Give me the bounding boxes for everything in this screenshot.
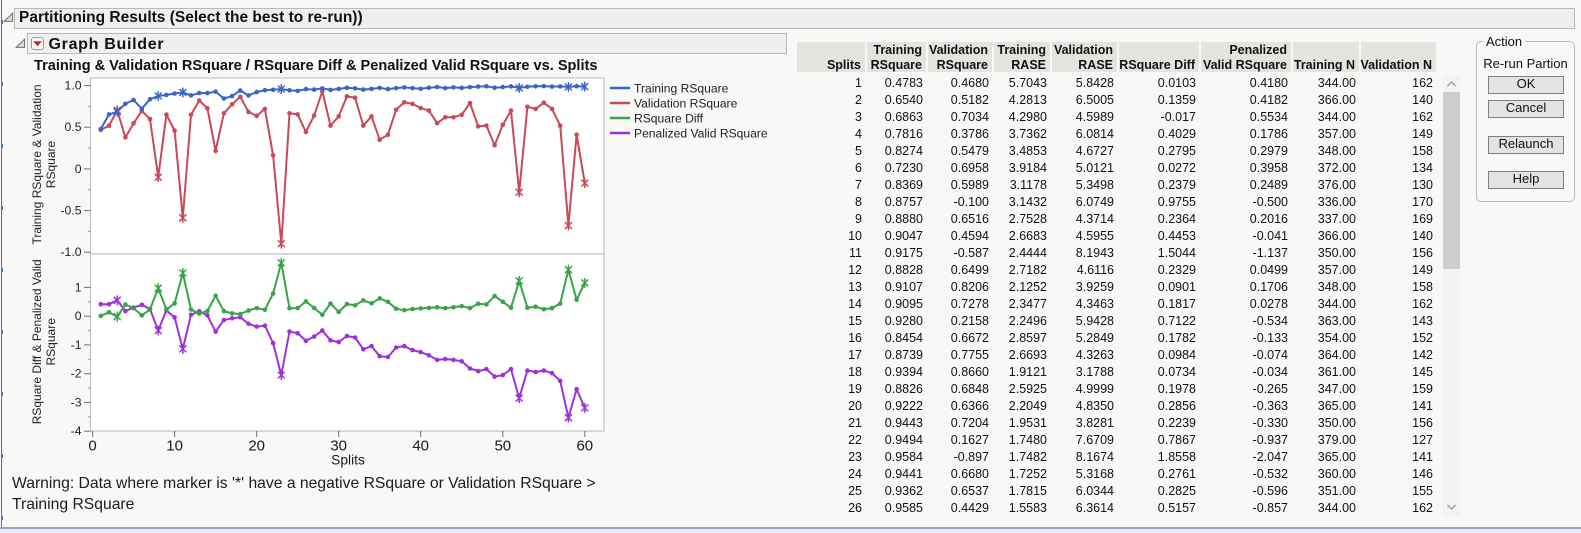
svg-text:50: 50: [494, 438, 511, 455]
svg-text:Penalized Valid RSquare: Penalized Valid RSquare: [634, 127, 768, 141]
svg-text:RSquare Diff & Penalized Valid: RSquare Diff & Penalized Valid: [30, 259, 44, 424]
svg-text:Validation RSquare: Validation RSquare: [634, 97, 738, 111]
svg-text:20: 20: [248, 438, 265, 455]
svg-text:RSquare: RSquare: [44, 318, 58, 366]
svg-text:RSquare Diff: RSquare Diff: [634, 112, 704, 126]
svg-text:-1.0: -1.0: [60, 245, 81, 259]
svg-text:Training RSquare & Validation: Training RSquare & Validation: [30, 84, 44, 244]
svg-text:0: 0: [75, 309, 82, 323]
svg-text:0: 0: [75, 162, 82, 176]
svg-text:60: 60: [576, 438, 593, 455]
svg-text:-1: -1: [71, 338, 82, 352]
svg-text:Splits: Splits: [331, 453, 365, 468]
svg-text:10: 10: [166, 438, 183, 455]
svg-text:1.0: 1.0: [65, 79, 82, 93]
svg-text:-3: -3: [71, 395, 82, 409]
svg-text:Training RSquare: Training RSquare: [634, 82, 729, 96]
svg-text:40: 40: [412, 438, 429, 455]
svg-text:-2: -2: [71, 367, 82, 381]
svg-text:0: 0: [88, 438, 96, 455]
svg-text:-0.5: -0.5: [60, 204, 81, 218]
svg-text:1: 1: [75, 280, 82, 294]
svg-text:Training & Validation RSquare: Training & Validation RSquare / RSquare …: [34, 58, 597, 74]
svg-text:0.5: 0.5: [65, 120, 82, 134]
svg-text:30: 30: [330, 438, 347, 455]
svg-text:-4: -4: [71, 424, 82, 438]
svg-text:RSquare: RSquare: [44, 141, 58, 189]
